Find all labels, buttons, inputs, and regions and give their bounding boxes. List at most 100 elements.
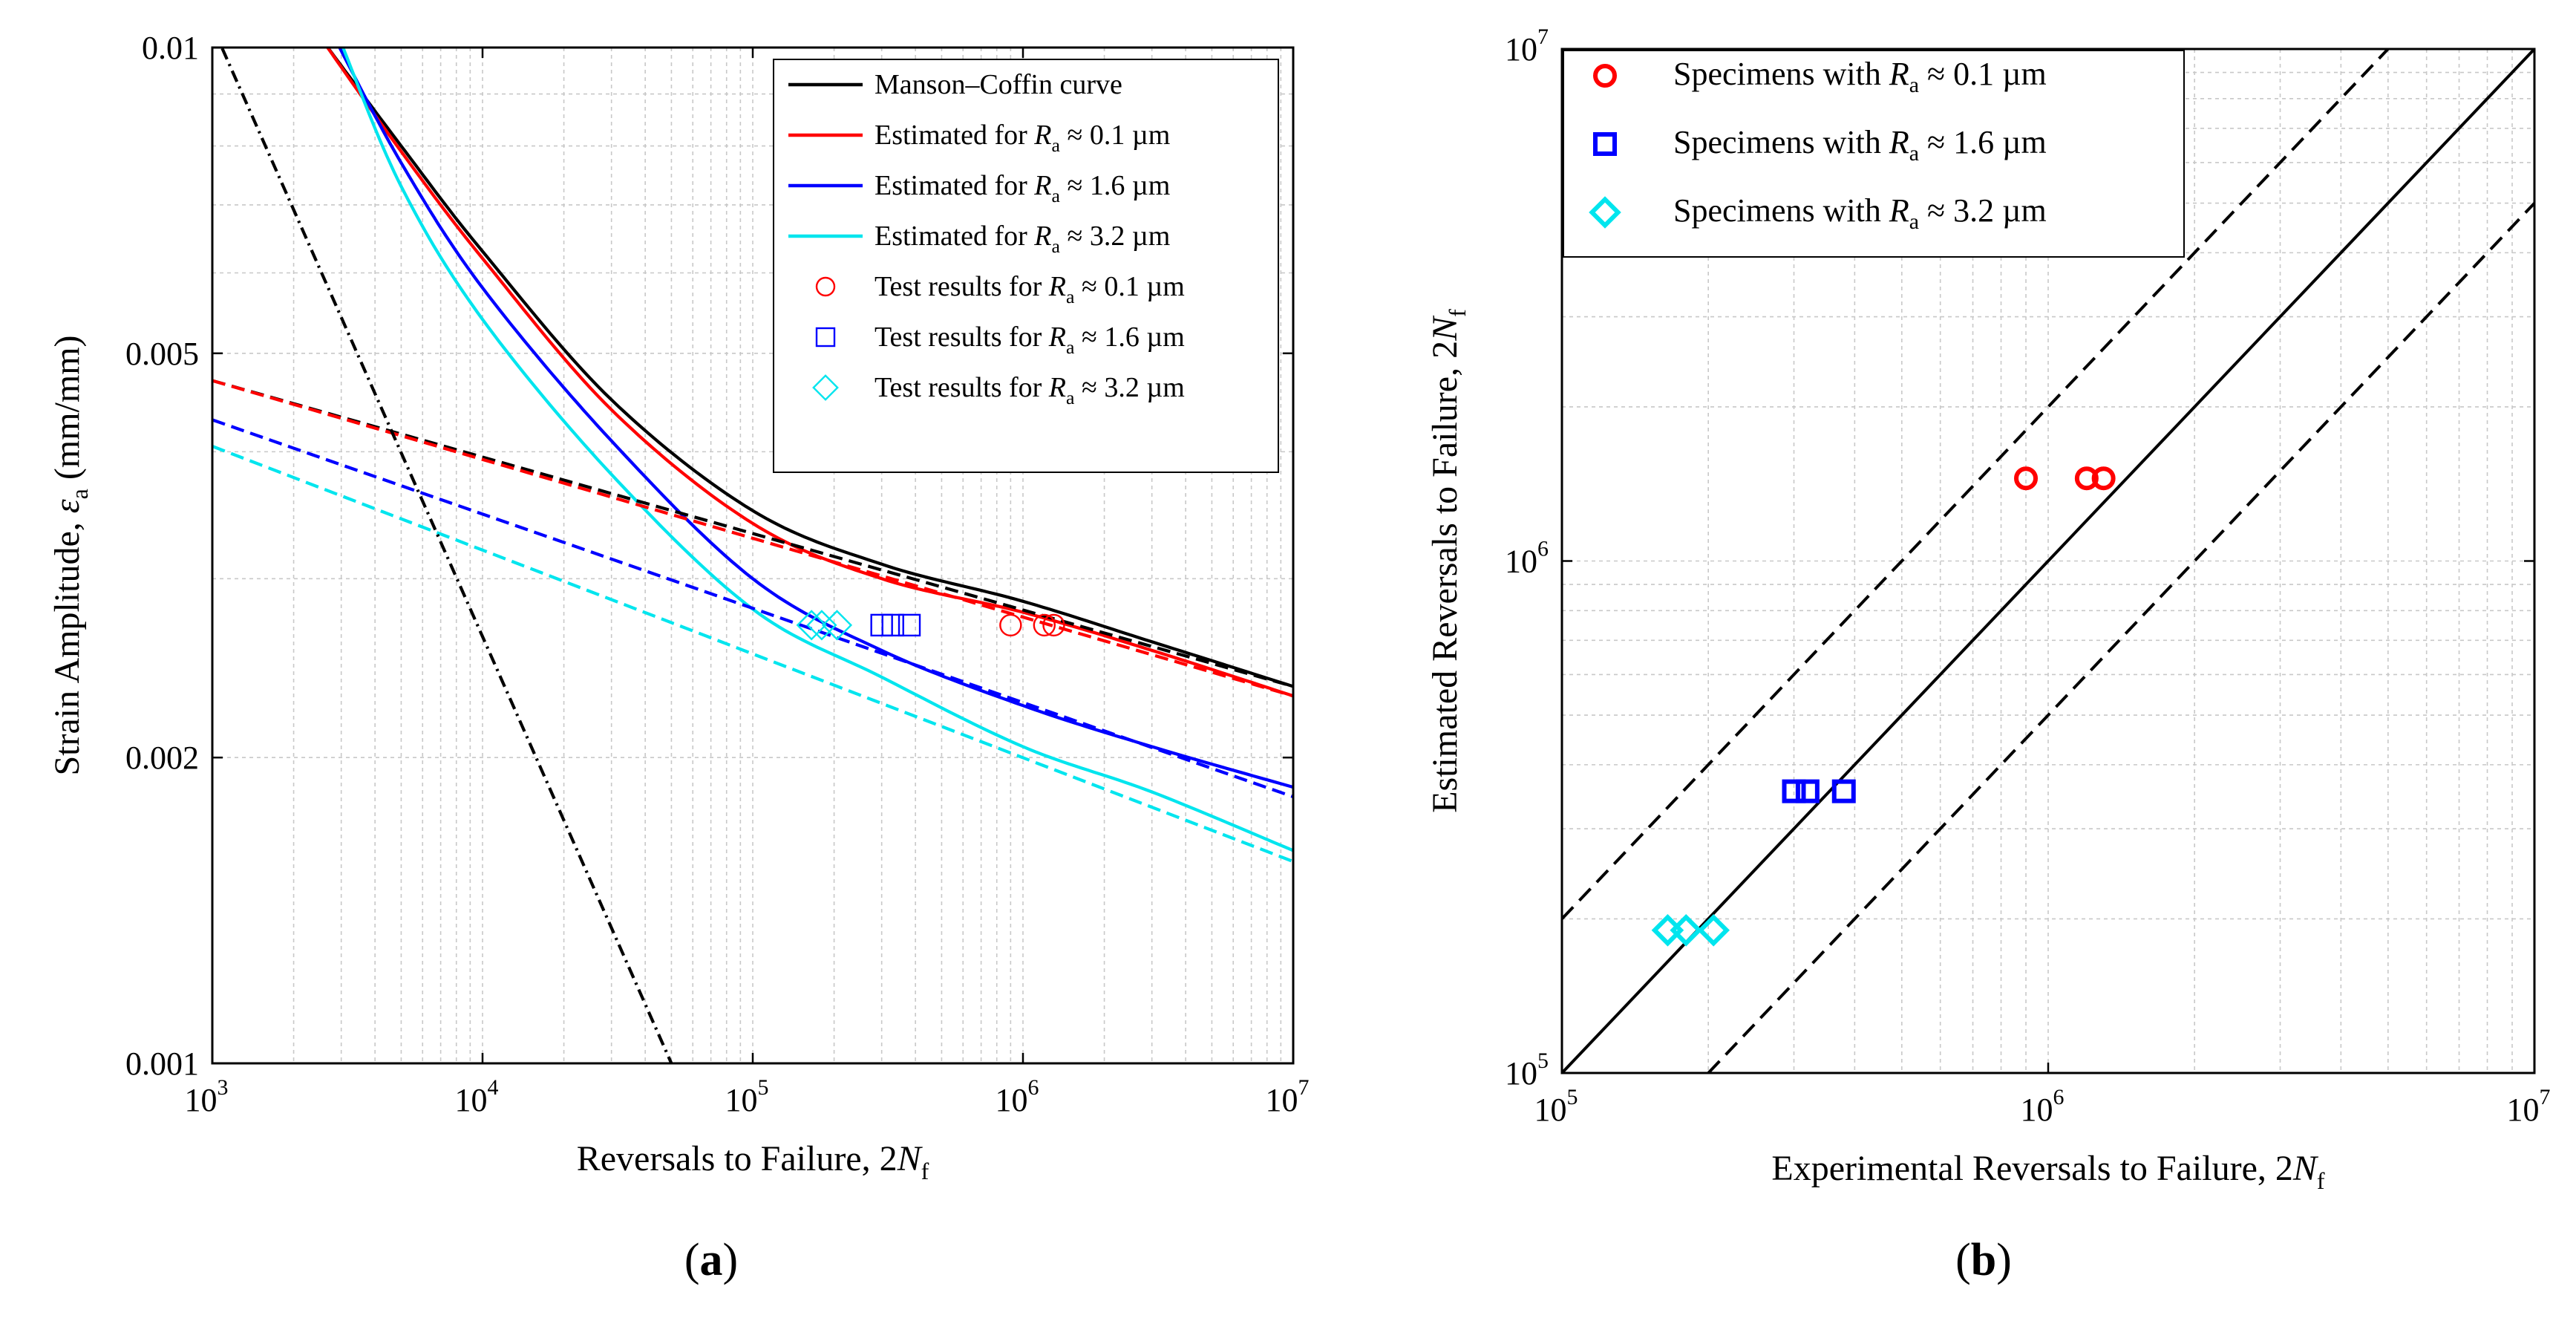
x-tick-label: 107 — [2507, 1085, 2551, 1128]
y-tick-label: 105 — [1505, 1048, 1549, 1092]
axis-label-symbol: N — [1425, 315, 1465, 342]
tick-exponent: 5 — [758, 1075, 769, 1100]
data-point-diamond — [806, 610, 837, 641]
tick-value: 0.001 — [125, 1046, 199, 1082]
axis-label-text: Strain Amplitude, — [48, 513, 87, 775]
axis-label-subscript: f — [921, 1158, 929, 1184]
data-point-circle — [999, 613, 1022, 637]
y-tick-label: 0.01 — [142, 30, 199, 66]
axis-label-text: Reversals to Failure, 2 — [577, 1139, 898, 1178]
axis-label-subscript: a — [66, 489, 93, 499]
legend-box — [1563, 50, 2185, 258]
x-tick-label: 105 — [725, 1075, 769, 1118]
legend-label: Test results for Ra ≈ 1.6 µm — [875, 322, 1185, 358]
legend-symbol: R — [1033, 170, 1051, 201]
tick-value: 0.005 — [125, 336, 199, 372]
data-point-circle — [2014, 466, 2039, 491]
legend-tail: ≈ 3.2 µm — [1919, 192, 2047, 229]
x-tick-label: 106 — [996, 1075, 1039, 1118]
data-point-circle — [2091, 466, 2116, 491]
y-tick-label: 107 — [1505, 25, 1549, 68]
legend-subscript: a — [1052, 185, 1061, 206]
y-tick-label: 0.001 — [125, 1046, 199, 1082]
tick-base: 10 — [725, 1082, 758, 1118]
legend-text: Estimated for — [875, 221, 1034, 252]
series-line-0 — [1562, 49, 2534, 1073]
data-point-diamond — [1651, 914, 1684, 947]
tick-base: 10 — [2021, 1092, 2053, 1128]
legend-label: Estimated for Ra ≈ 1.6 µm — [875, 170, 1170, 206]
axis-label-text: Estimated Reversals to Failure, 2 — [1425, 341, 1465, 813]
legend-label: Estimated for Ra ≈ 0.1 µm — [875, 120, 1170, 156]
data-point-circle — [1033, 613, 1056, 637]
tick-exponent: 7 — [1537, 25, 1549, 49]
legend-text: Specimens with — [1673, 56, 1889, 92]
legend-subscript: a — [1909, 141, 1919, 166]
legend-swatch-circle — [1593, 64, 1617, 88]
tick-base: 10 — [185, 1082, 218, 1118]
chart-panel-a: 103 104 105 106 1070.0010.0020.0050.01Revers… — [48, 30, 1310, 1184]
legend-symbol: R — [1033, 221, 1051, 252]
legend-label: Manson–Coffin curve — [875, 69, 1122, 100]
legend-tail: ≈ 0.1 µm — [1074, 271, 1184, 302]
legend-tail: ≈ 1.6 µm — [1919, 124, 2047, 160]
legend-subscript: a — [1909, 73, 1919, 97]
legend-tail: ≈ 1.6 µm — [1074, 322, 1184, 353]
legend-label: Test results for Ra ≈ 3.2 µm — [875, 372, 1185, 408]
legend-swatch-diamond — [1589, 196, 1621, 229]
data-point-diamond — [821, 610, 853, 641]
series-group — [1562, 49, 2534, 1073]
series-group — [212, 48, 1293, 1063]
legend-swatch-square — [815, 327, 836, 348]
legend-label: Test results for Ra ≈ 0.1 µm — [875, 271, 1185, 307]
series-line-6 — [212, 418, 1293, 798]
axis-label-symbol: ε — [48, 499, 87, 513]
data-point-square — [898, 613, 921, 637]
axis-label-symbol: N — [2292, 1149, 2319, 1188]
tick-base: 10 — [1505, 31, 1537, 68]
series-line-2 — [1707, 202, 2534, 1073]
legend-label: Estimated for Ra ≈ 3.2 µm — [875, 221, 1170, 257]
x-tick-label: 104 — [455, 1075, 499, 1118]
data-point-square — [1831, 779, 1856, 803]
legend-tail: ≈ 3.2 µm — [1060, 221, 1170, 252]
x-tick-label: 107 — [1266, 1075, 1310, 1118]
data-point-square — [1782, 779, 1806, 803]
legend-subscript: a — [1066, 336, 1075, 358]
x-tick-label: 106 — [2021, 1085, 2065, 1128]
legend-text: Manson–Coffin curve — [875, 69, 1122, 100]
legend-subscript: a — [1052, 134, 1061, 156]
tick-exponent: 7 — [1298, 1075, 1310, 1100]
series-line-1 — [1562, 49, 2390, 920]
tick-base: 10 — [1505, 1055, 1537, 1092]
legend-symbol: R — [1048, 372, 1066, 403]
x-axis-label: Reversals to Failure, 2Nf — [577, 1139, 929, 1184]
legend-symbol: R — [1048, 271, 1066, 302]
legend-symbol: R — [1889, 192, 1909, 229]
legend-subscript: a — [1066, 387, 1075, 408]
legend-text: Estimated for — [875, 170, 1034, 201]
axis-label-text: Experimental Reversals to Failure, 2 — [1771, 1149, 2292, 1188]
legend-text: Test results for — [875, 372, 1049, 403]
axis-label-symbol: N — [897, 1139, 923, 1178]
data-point-diamond — [1670, 914, 1702, 947]
tick-exponent: 3 — [218, 1075, 229, 1100]
data-point-circle — [1042, 613, 1065, 637]
legend-label: Specimens with Ra ≈ 1.6 µm — [1673, 124, 2047, 166]
data-point-square — [881, 613, 904, 637]
legend-label: Specimens with Ra ≈ 3.2 µm — [1673, 192, 2047, 234]
legend-swatch-diamond — [812, 374, 839, 401]
legend-text: Test results for — [875, 271, 1049, 302]
axis-label-subscript: f — [1444, 309, 1471, 317]
tick-base: 10 — [1534, 1092, 1567, 1128]
tick-base: 10 — [1266, 1082, 1298, 1118]
legend-text: Estimated for — [875, 120, 1034, 151]
data-point-circle — [2074, 466, 2099, 491]
axis-label-tail: (mm/mm) — [48, 335, 87, 489]
axis-label-subscript: f — [2317, 1167, 2325, 1194]
legend: Manson–Coffin curve Estimated for Ra ≈ 0.… — [773, 59, 1279, 473]
x-tick-label: 103 — [185, 1075, 229, 1118]
y-axis-label: Strain Amplitude, εa (mm/mm) — [48, 335, 93, 775]
